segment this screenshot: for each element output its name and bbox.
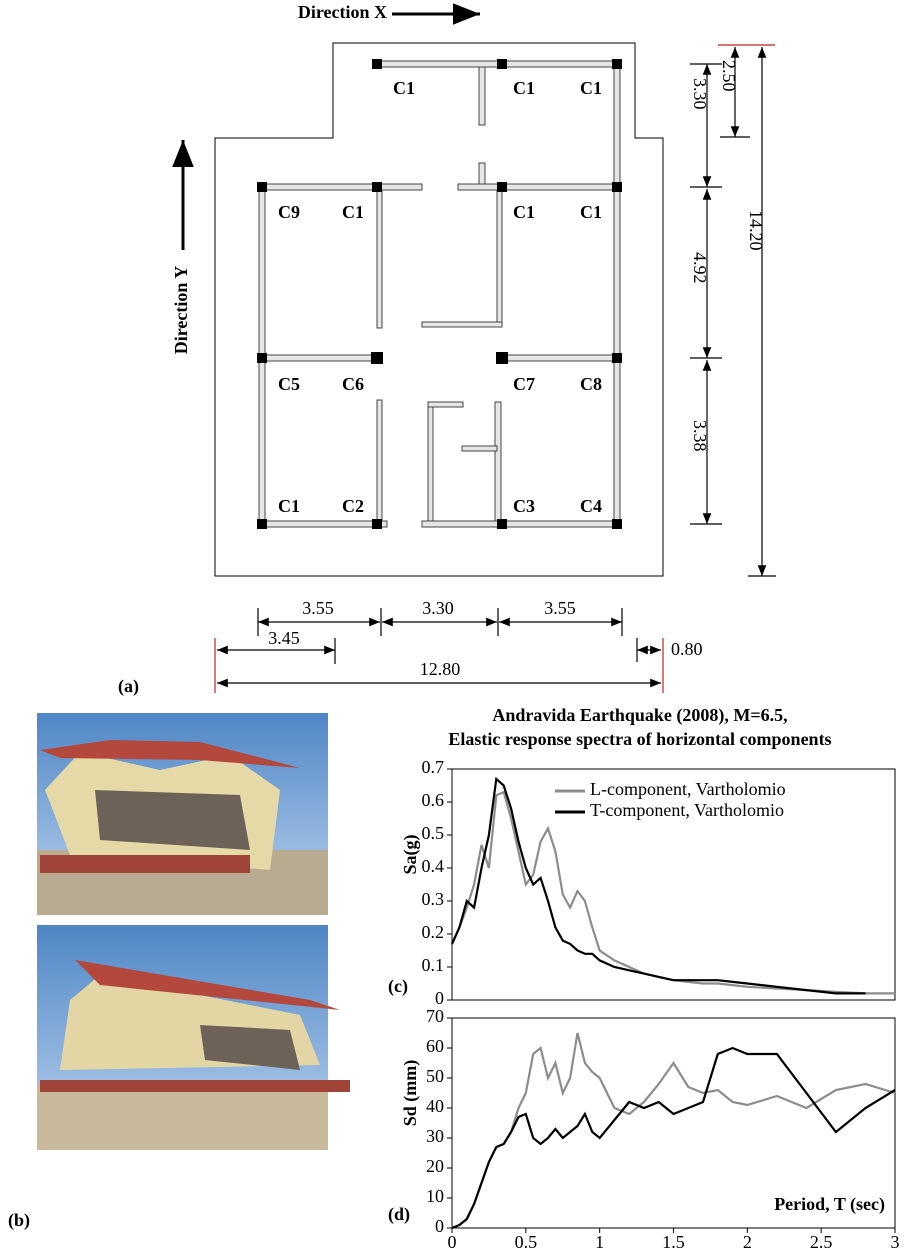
dimension-label: 0.80 <box>671 639 703 659</box>
x-tick-label: 1.5 <box>662 1232 685 1252</box>
column-label: C1 <box>513 78 535 98</box>
dimension-label: 4.92 <box>690 252 710 284</box>
y-tick-label: 0.4 <box>422 856 445 876</box>
dimensions <box>215 45 776 693</box>
column-label: C1 <box>278 496 300 516</box>
y-tick-label: 0.7 <box>422 757 445 777</box>
dimension-label: 2.50 <box>719 60 739 92</box>
chart-subtitle: Elastic response spectra of horizontal c… <box>448 729 831 749</box>
dimension-label: 12.80 <box>420 659 461 679</box>
dimension-label: 3.55 <box>544 598 576 618</box>
column-label: C5 <box>278 374 300 394</box>
x-tick-label: 3 <box>891 1232 900 1252</box>
column-label: C6 <box>342 374 364 394</box>
series-line <box>452 792 895 993</box>
y-axis-label: Sa(g) <box>400 834 421 874</box>
chart-title: Andravida Earthquake (2008), M=6.5, <box>492 705 787 726</box>
dimension-label: 3.38 <box>690 420 710 452</box>
column-label: C1 <box>513 202 535 222</box>
columns <box>257 59 622 529</box>
panel-label: (c) <box>388 976 408 997</box>
direction-x: Direction X <box>298 2 387 22</box>
panel-label: (b) <box>8 1210 30 1231</box>
dimension-label: 14.20 <box>746 210 766 251</box>
column-label: C9 <box>278 202 300 222</box>
column-label: C1 <box>342 202 364 222</box>
column-label: C4 <box>580 496 602 516</box>
column-label: C7 <box>513 374 535 394</box>
column-label: C2 <box>342 496 364 516</box>
column-label: C1 <box>580 202 602 222</box>
dimension-label: 3.30 <box>422 598 454 618</box>
y-tick-label: 10 <box>426 1186 444 1206</box>
y-tick-label: 20 <box>426 1156 444 1176</box>
x-tick-label: 0 <box>448 1232 457 1252</box>
dimension-label: 3.30 <box>690 78 710 110</box>
y-tick-label: 30 <box>426 1126 444 1146</box>
y-tick-label: 0.6 <box>422 790 445 810</box>
y-tick-label: 0.3 <box>422 889 445 909</box>
y-axis-label: Sd (mm) <box>400 1060 421 1127</box>
x-tick-label: 1 <box>595 1232 604 1252</box>
x-tick-label: 2 <box>743 1232 752 1252</box>
floor-plan: C1 C1 C1 C9 C1 C1 C1 C5 C6 C7 C8 C1 C2 C… <box>118 2 776 697</box>
column-label: C1 <box>580 78 602 98</box>
y-tick-label: 70 <box>426 1006 444 1026</box>
x-tick-label: 2.5 <box>810 1232 833 1252</box>
dimension-label: 3.45 <box>268 628 300 648</box>
dimension-label: 3.55 <box>302 598 334 618</box>
legend-label: T-component, Vartholomio <box>590 800 784 820</box>
y-tick-label: 0.5 <box>422 823 445 843</box>
column-label: C3 <box>513 496 535 516</box>
y-tick-label: 0 <box>435 1216 444 1236</box>
figure: C1 C1 C1 C9 C1 C1 C1 C5 C6 C7 C8 C1 C2 C… <box>0 0 919 1252</box>
legend-label: L-component, Vartholomio <box>590 779 786 799</box>
y-tick-label: 0.1 <box>422 955 445 975</box>
x-tick-label: 0.5 <box>515 1232 538 1252</box>
walls <box>259 61 620 527</box>
direction-y: Direction Y <box>171 266 191 354</box>
panel-label: (d) <box>388 1204 410 1225</box>
column-label: C8 <box>580 374 602 394</box>
y-tick-label: 0.2 <box>422 922 445 942</box>
y-tick-label: 0 <box>435 988 444 1008</box>
panel-label: (a) <box>118 676 139 697</box>
y-tick-label: 40 <box>426 1096 444 1116</box>
photos: (b) <box>8 713 350 1231</box>
x-axis-label: Period, T (sec) <box>774 1194 885 1215</box>
y-tick-label: 60 <box>426 1036 444 1056</box>
charts: 0 0.1 0.2 0.3 0.4 0.5 0.6 0.7 L-component, Varth… <box>388 705 900 1252</box>
y-tick-label: 50 <box>426 1066 444 1086</box>
column-label: C1 <box>393 78 415 98</box>
